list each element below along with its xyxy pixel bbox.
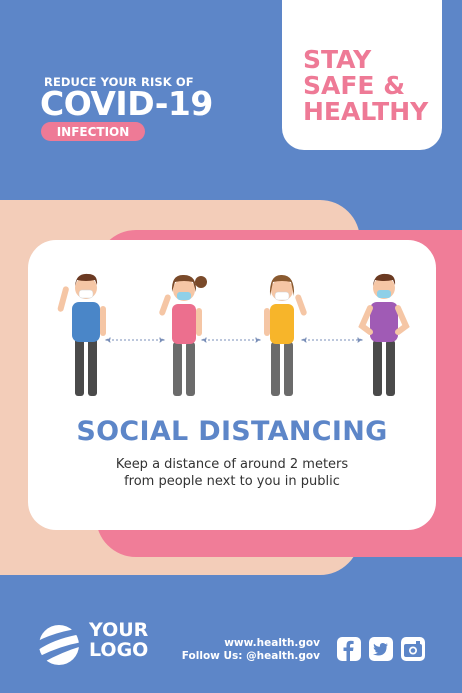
stay-line-1: STAY <box>303 45 372 74</box>
distance-arrows <box>104 337 364 343</box>
camera-icon[interactable] <box>401 637 425 661</box>
infection-label: INFECTION <box>56 124 130 139</box>
person-blue-shirt <box>57 273 106 396</box>
logo-line-2: LOGO <box>89 639 149 661</box>
website-text: www.health.gov <box>224 637 320 649</box>
person-purple-shirt <box>358 273 410 396</box>
covid-title: COVID-19 <box>40 84 213 123</box>
reduce-risk-text: REDUCE YOUR RISK OF <box>44 75 194 89</box>
facebook-icon[interactable] <box>337 637 361 661</box>
description-line-2: from people next to you in public <box>124 474 340 489</box>
person-yellow-top <box>264 274 307 396</box>
social-distancing-title: SOCIAL DISTANCING <box>76 416 388 447</box>
logo-line-1: YOUR <box>89 619 149 641</box>
twitter-icon[interactable] <box>369 637 393 661</box>
people-distancing-illustration <box>57 273 410 396</box>
infection-badge: INFECTION <box>41 122 145 141</box>
logo-icon <box>36 625 82 665</box>
stay-line-3: HEALTHY <box>303 97 429 126</box>
person-pink-top <box>159 274 207 396</box>
stay-line-2: SAFE & <box>303 71 406 100</box>
description-line-1: Keep a distance of around 2 meters <box>115 457 349 472</box>
logo-text: YOUR LOGO <box>89 620 148 660</box>
follow-us-text: Follow Us: @health.gov <box>181 650 320 662</box>
stay-safe-card <box>282 0 442 150</box>
